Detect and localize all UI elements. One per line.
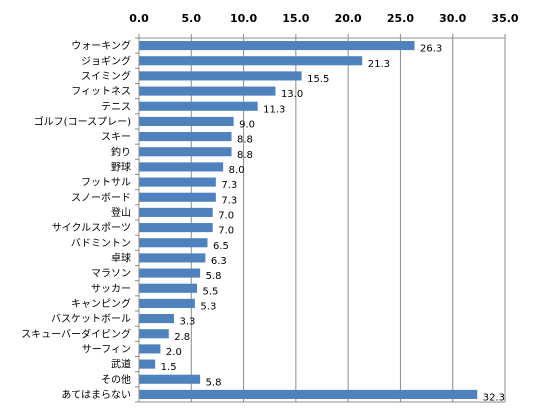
bar — [139, 253, 206, 263]
tick-labels: 0.0 5.0 10.0 15.0 20.0 25.0 30.0 35.0 — [129, 12, 519, 25]
bar — [139, 56, 363, 66]
bar — [139, 389, 478, 399]
x-tick-label: 10.0 — [230, 12, 257, 25]
bar — [139, 192, 216, 202]
bar — [139, 177, 216, 187]
bar — [139, 374, 201, 384]
x-tick-label: 5.0 — [182, 12, 202, 25]
bar — [139, 268, 201, 278]
category-label: サッカー — [91, 283, 131, 295]
data-label: 7.3 — [221, 180, 237, 191]
bar — [139, 344, 161, 354]
gridlines — [138, 38, 506, 402]
bar — [139, 147, 232, 157]
category-label: 卓球 — [111, 251, 131, 264]
category-label: 登山 — [111, 206, 131, 219]
data-label: 2.8 — [174, 332, 190, 343]
bar — [139, 314, 175, 324]
data-label: 11.3 — [263, 104, 285, 115]
x-tick-label: 30.0 — [439, 12, 466, 25]
category-label: ジョギング — [81, 54, 131, 67]
data-label: 2.0 — [166, 347, 182, 358]
bar — [139, 207, 213, 217]
data-label: 3.3 — [180, 317, 196, 328]
category-label: 武道 — [111, 358, 131, 371]
data-label: 5.8 — [206, 377, 222, 388]
category-label: バドミントン — [71, 237, 131, 249]
bar — [139, 283, 198, 293]
category-label: スイミング — [81, 69, 131, 82]
bar — [139, 162, 224, 172]
data-label: 13.0 — [281, 89, 303, 100]
bar — [139, 41, 415, 51]
bar — [139, 238, 208, 248]
category-label: ウォーキング — [71, 39, 131, 52]
x-tick-label: 20.0 — [335, 12, 362, 25]
category-label: キャンピング — [71, 297, 131, 310]
category-label: スノーボード — [71, 192, 131, 204]
axes — [135, 34, 506, 403]
category-label: ゴルフ(コースプレー) — [34, 115, 131, 128]
category-label: スキューバーダイビング — [21, 327, 131, 340]
data-label: 5.3 — [200, 301, 216, 312]
data-labels: 26.3 21.3 15.5 13.0 11.3 9.0 8.8 8.8 8.0 7.3 7.3 7.… — [161, 44, 505, 404]
category-label: マラソン — [91, 268, 131, 280]
bar — [139, 298, 195, 308]
bar — [139, 223, 213, 233]
data-label: 8.0 — [229, 165, 245, 176]
category-label: バスケットボール — [51, 313, 131, 325]
x-tick-label: 15.0 — [282, 12, 309, 25]
data-label: 7.0 — [218, 226, 234, 237]
category-label: スキー — [101, 132, 131, 143]
bars — [139, 41, 478, 399]
data-label: 8.8 — [237, 135, 253, 146]
data-label: 15.5 — [307, 74, 329, 85]
bar — [139, 101, 258, 111]
category-label: フィットネス — [71, 86, 131, 98]
data-label: 9.0 — [239, 119, 255, 130]
bar — [139, 359, 156, 369]
bar — [139, 86, 276, 96]
data-label: 21.3 — [368, 59, 390, 70]
data-label: 5.8 — [206, 271, 222, 282]
data-label: 8.8 — [237, 150, 253, 161]
category-label: サイクルスポーツ — [52, 222, 131, 234]
category-label: テニス — [101, 102, 131, 113]
bar — [139, 132, 232, 142]
data-label: 26.3 — [420, 44, 442, 55]
data-label: 7.3 — [221, 195, 237, 206]
data-label: 6.3 — [211, 256, 227, 267]
category-label: フットサル — [81, 177, 131, 189]
bar — [139, 329, 169, 339]
bar — [139, 71, 302, 81]
x-tick-label: 0.0 — [129, 12, 149, 25]
data-label: 5.5 — [203, 286, 219, 297]
data-label: 6.5 — [213, 241, 229, 252]
category-label: 釣り — [111, 145, 131, 158]
data-label: 1.5 — [161, 362, 177, 373]
category-label: 野球 — [111, 160, 131, 173]
category-label: あてはまらない — [61, 389, 131, 401]
data-label: 32.3 — [483, 392, 505, 403]
bar — [139, 116, 234, 126]
category-label: サーフィン — [82, 343, 131, 355]
x-tick-label: 25.0 — [387, 12, 414, 25]
x-tick-label: 35.0 — [491, 12, 518, 25]
category-label: その他 — [101, 373, 131, 386]
data-label: 7.0 — [218, 210, 234, 221]
